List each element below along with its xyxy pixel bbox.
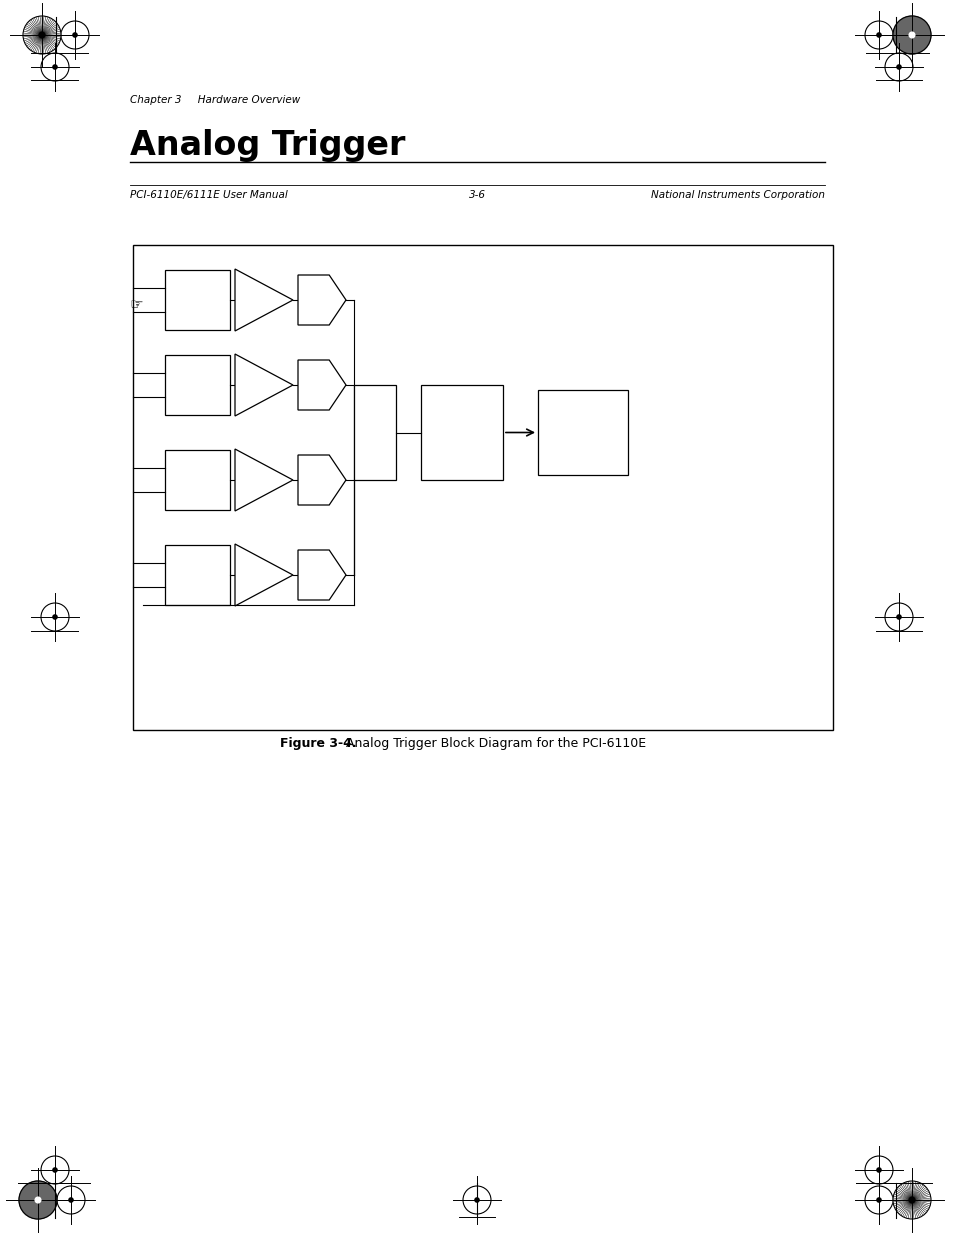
Text: National Instruments Corporation: National Instruments Corporation	[650, 190, 824, 200]
Circle shape	[892, 16, 930, 54]
Circle shape	[35, 1197, 41, 1203]
Circle shape	[69, 1198, 73, 1202]
Polygon shape	[234, 354, 293, 416]
Circle shape	[41, 1156, 69, 1184]
Circle shape	[72, 33, 77, 37]
Circle shape	[876, 1198, 881, 1202]
Polygon shape	[297, 550, 346, 600]
Text: Analog Trigger Block Diagram for the PCI-6110E: Analog Trigger Block Diagram for the PCI…	[337, 736, 645, 750]
Polygon shape	[234, 269, 293, 331]
Polygon shape	[297, 275, 346, 325]
Circle shape	[19, 1181, 57, 1219]
Polygon shape	[297, 359, 346, 410]
Circle shape	[896, 65, 901, 69]
Circle shape	[864, 1186, 892, 1214]
Circle shape	[876, 33, 881, 37]
Circle shape	[41, 53, 69, 82]
Bar	[132, 245, 832, 730]
Bar	[537, 390, 627, 475]
Polygon shape	[297, 454, 346, 505]
Text: PCI-6110E/6111E User Manual: PCI-6110E/6111E User Manual	[130, 190, 288, 200]
Circle shape	[864, 21, 892, 49]
Bar	[354, 385, 395, 480]
Circle shape	[475, 1198, 478, 1202]
Text: ☞: ☞	[130, 298, 144, 312]
Polygon shape	[234, 543, 293, 606]
Bar	[165, 354, 230, 415]
Bar	[165, 270, 230, 330]
Circle shape	[864, 1156, 892, 1184]
Circle shape	[896, 615, 901, 619]
Circle shape	[462, 1186, 491, 1214]
Circle shape	[908, 32, 914, 38]
Text: 3-6: 3-6	[468, 190, 485, 200]
Circle shape	[61, 21, 89, 49]
Bar	[165, 545, 230, 605]
Circle shape	[41, 603, 69, 631]
Circle shape	[39, 32, 45, 38]
Circle shape	[884, 603, 912, 631]
Circle shape	[52, 1168, 57, 1172]
Polygon shape	[234, 450, 293, 511]
Text: Chapter 3     Hardware Overview: Chapter 3 Hardware Overview	[130, 95, 300, 105]
Circle shape	[52, 615, 57, 619]
Text: Figure 3-4.: Figure 3-4.	[280, 736, 356, 750]
Circle shape	[876, 1168, 881, 1172]
Circle shape	[884, 53, 912, 82]
Circle shape	[52, 65, 57, 69]
Circle shape	[57, 1186, 85, 1214]
Bar	[420, 385, 502, 480]
Bar	[165, 450, 230, 510]
Text: Analog Trigger: Analog Trigger	[130, 128, 405, 162]
Circle shape	[908, 1197, 914, 1203]
